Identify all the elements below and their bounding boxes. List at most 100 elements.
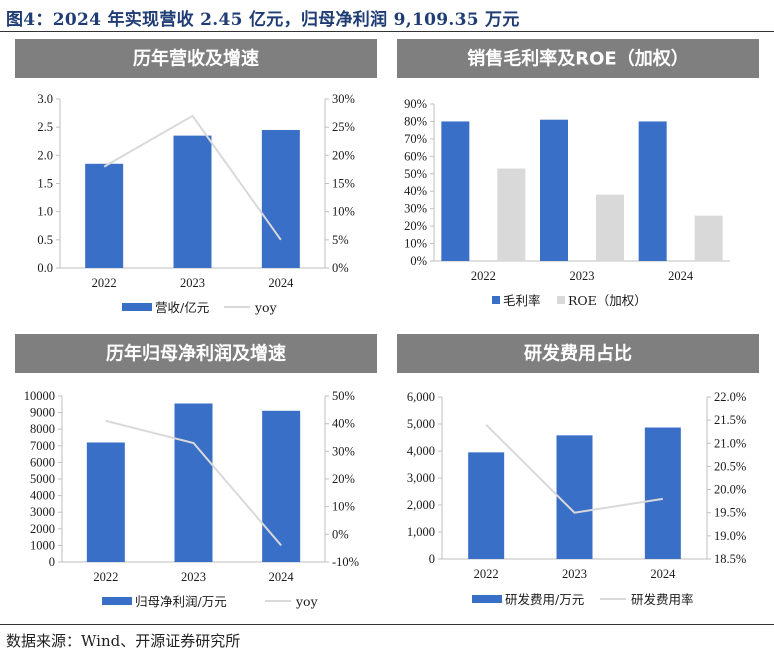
y2-tick-label: 5% — [332, 233, 349, 247]
y-tick-label: 0.0 — [37, 261, 53, 275]
x-tick-label: 2022 — [471, 269, 496, 283]
y-tick-label: 10000 — [24, 389, 55, 403]
bar-primary — [556, 435, 593, 559]
revenue-chart: 历年营收及增速 0.0 0.5 1.0 1.5 2.0 2.5 3.0 0% 5% 10% 15% 20… — [15, 39, 377, 315]
legend-label: ROE（加权） — [568, 293, 647, 308]
y-tick-label: 2000 — [30, 522, 55, 536]
y-tick-label: 8000 — [30, 422, 55, 436]
x-tick-label: 2022 — [92, 276, 117, 290]
y-tick-label: 2.0 — [37, 148, 53, 162]
y2-tick-label: 10% — [332, 205, 355, 219]
y-tick-label: 0% — [410, 254, 427, 268]
bar-primary — [262, 410, 301, 562]
y-tick-label: 4000 — [30, 489, 55, 503]
y-tick-label: 9000 — [30, 406, 55, 420]
y2-tick-label: 18.5% — [714, 552, 746, 566]
chart-title: 历年归母净利润及增速 — [106, 343, 286, 365]
figure-title: 图4：2024 年实现营收 2.45 亿元，归母净利润 9,109.35 万元 — [6, 10, 520, 30]
y-tick-label: 60% — [404, 149, 427, 163]
x-tick-label: 2024 — [668, 269, 694, 283]
y2-tick-label: 10% — [332, 500, 355, 514]
line-series — [485, 424, 663, 514]
legend-label: yoy — [295, 594, 319, 609]
y-tick-label: 1.0 — [37, 205, 53, 219]
y-tick-label: 3.0 — [37, 92, 53, 106]
legend-swatch-bar — [472, 595, 502, 603]
x-tick-label: 2023 — [562, 567, 587, 581]
y2-tick-label: 20% — [332, 148, 355, 162]
legend-label: 营收/亿元 — [155, 300, 209, 315]
y-tick-label: 3,000 — [407, 471, 435, 485]
chart-title: 历年营收及增速 — [133, 48, 259, 70]
bar-primary — [441, 121, 470, 261]
y2-tick-label: 19.0% — [714, 529, 746, 543]
y-tick-label: 1.5 — [37, 177, 53, 191]
y2-tick-label: 20.5% — [714, 459, 746, 473]
bar-primary — [644, 427, 681, 559]
bar-primary — [173, 135, 212, 268]
x-tick-label: 2022 — [474, 567, 499, 581]
x-tick-label: 2024 — [269, 570, 295, 584]
y-tick-label: 20% — [404, 219, 427, 233]
y-tick-label: 7000 — [30, 439, 55, 453]
y-tick-label: 10% — [404, 237, 427, 251]
bottom-rule — [0, 624, 774, 625]
x-tick-label: 2024 — [268, 276, 294, 290]
x-tick-label: 2022 — [93, 570, 118, 584]
y-tick-label: 40% — [404, 184, 427, 198]
y-tick-label: 2,000 — [407, 498, 435, 512]
rd-expense-chart: 研发费用占比 0 1,000 2,000 3,000 4,000 5,000 6,000 18.… — [397, 334, 759, 607]
y2-tick-label: 15% — [332, 177, 355, 191]
bar-primary — [638, 121, 667, 261]
y2-tick-label: 50% — [332, 389, 355, 403]
y-tick-label: 1,000 — [407, 525, 435, 539]
y-tick-label: 50% — [404, 167, 427, 181]
y2-tick-label: 21.0% — [714, 436, 746, 450]
top-rule — [0, 31, 774, 32]
chart-title-banner — [397, 334, 759, 373]
line-series — [103, 114, 282, 241]
x-tick-label: 2023 — [570, 269, 595, 283]
y2-tick-label: -10% — [332, 555, 359, 569]
legend-swatch-bar — [102, 597, 132, 605]
legend-label: yoy — [254, 300, 278, 315]
y-tick-label: 0 — [429, 552, 435, 566]
y-tick-label: 6,000 — [407, 390, 435, 404]
y-tick-label: 0 — [49, 555, 55, 569]
net-profit-chart: 历年归母净利润及增速 0 1000 2000 3000 4000 5000 6000 7000 8… — [15, 334, 377, 609]
y-tick-label: 70% — [404, 132, 427, 146]
bar-primary — [468, 452, 505, 559]
y-tick-label: 2.5 — [37, 120, 53, 134]
y2-tick-label: 30% — [332, 444, 355, 458]
margin-roe-chart: 销售毛利率及ROE（加权） 0% 10% 20% 30% 40% 50% 60% 70% 80% 9… — [397, 39, 759, 308]
y2-tick-label: 25% — [332, 120, 355, 134]
chart-title-banner — [15, 39, 377, 78]
y-tick-label: 30% — [404, 202, 427, 216]
y2-tick-label: 22.0% — [714, 390, 746, 404]
y-tick-label: 3000 — [30, 505, 55, 519]
legend-swatch-bar — [492, 296, 500, 304]
bar-primary — [85, 163, 124, 268]
y2-tick-label: 19.5% — [714, 506, 746, 520]
legend-label: 毛利率 — [503, 293, 541, 308]
legend-label: 研发费用率 — [631, 592, 694, 607]
chart-title: 研发费用占比 — [524, 343, 632, 365]
bar-secondary — [497, 168, 526, 261]
bar-secondary — [694, 215, 723, 261]
y2-tick-label: 40% — [332, 417, 355, 431]
bar-primary — [540, 119, 568, 261]
x-tick-label: 2023 — [180, 276, 205, 290]
bar-primary — [174, 403, 213, 562]
bar-primary — [261, 129, 300, 268]
legend-label: 归母净利润/万元 — [135, 594, 227, 609]
chart-title-banner — [15, 334, 377, 373]
bar-primary — [86, 442, 125, 562]
y-tick-label: 90% — [404, 97, 427, 111]
y-tick-label: 6000 — [30, 455, 55, 469]
y-tick-label: 80% — [404, 114, 427, 128]
chart-title: 销售毛利率及ROE（加权） — [467, 48, 688, 70]
source-note: 数据来源：Wind、开源证券研究所 — [6, 632, 241, 650]
y2-tick-label: 20% — [332, 472, 355, 486]
y2-tick-label: 21.5% — [714, 413, 746, 427]
y-tick-label: 0.5 — [37, 233, 53, 247]
